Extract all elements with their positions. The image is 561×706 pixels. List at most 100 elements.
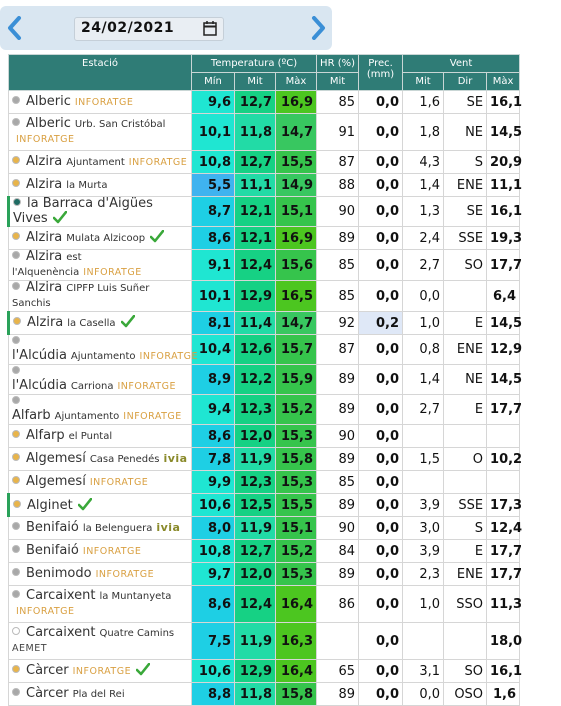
status-dot	[12, 155, 20, 164]
cell-min: 5,5	[191, 173, 235, 197]
cell-wind: 1,0	[402, 585, 445, 623]
station-cell: Carcaixent Quatre Camins AEMET	[8, 622, 192, 660]
cell-max: 15,2	[274, 394, 318, 425]
source-tag: INFORATGE	[117, 381, 176, 392]
cell-dir	[443, 470, 488, 494]
cell-max: 15,3	[274, 424, 318, 448]
cell-hr	[316, 622, 360, 660]
cell-mit: 12,4	[234, 249, 276, 281]
cell-min: 9,1	[191, 249, 235, 281]
cell-hr: 89	[316, 364, 360, 395]
table-body: Alberic INFORATGE 9,6 12,7 16,9 85 0,0 1,6 SE 16,…	[7, 90, 522, 706]
cell-max: 16,4	[274, 585, 318, 623]
check-icon	[149, 229, 165, 243]
station-row: Benimodo INFORATGE 9,7 12,0 15,3 89 0,0 2,3 ENE 1…	[8, 562, 522, 586]
station-cell: Alzira Mulata Alzicoop	[8, 226, 192, 250]
cell-gust: 18,0	[486, 622, 522, 660]
source-tag: INFORATGE	[74, 96, 134, 108]
station-name: Algemesí	[26, 473, 86, 489]
cell-mit: 12,1	[234, 226, 276, 250]
cell-dir: OSO	[443, 682, 488, 706]
cell-hr: 84	[316, 539, 360, 563]
next-day[interactable]	[311, 16, 327, 40]
status-dot	[12, 118, 20, 126]
cell-min: 10,6	[191, 493, 235, 517]
cell-hr: 92	[316, 311, 360, 335]
calendar-icon[interactable]	[203, 21, 217, 36]
cell-min: 10,6	[191, 659, 235, 683]
cell-min: 7,5	[191, 622, 235, 660]
cell-max: 16,9	[274, 226, 318, 250]
cell-wind: 3,9	[402, 493, 445, 517]
cell-max: 14,9	[274, 173, 318, 197]
cell-min: 9,9	[191, 470, 235, 494]
cell-hr: 86	[316, 585, 360, 623]
station-cell: Càrcer Pla del Rei	[8, 682, 192, 706]
cell-min: 8,7	[191, 196, 235, 227]
cell-min: 8,1	[191, 311, 235, 335]
cell-max: 15,3	[274, 562, 318, 586]
station-cell: Càrcer INFORATGE	[8, 659, 192, 683]
cell-dir	[443, 622, 488, 660]
cell-wind: 1,3	[402, 196, 445, 227]
cell-gust: 6,4	[486, 280, 521, 312]
station-row: Alzira la Murta 5,5 11,1 14,9 88 0,0 1,4 ENE 11,1	[8, 173, 522, 197]
station-row: Alzira la Casella 8,1 11,4 14,7 92 0,2 1,0 E 14,5	[7, 311, 522, 335]
cell-hr: 91	[316, 113, 360, 151]
cell-prec: 0,0	[358, 150, 404, 174]
station-cell: Algemesí Casa Penedés ivia	[8, 447, 192, 471]
station-name: Càrcer	[26, 685, 69, 701]
station-row: Alzira Mulata Alzicoop 8,6 12,1 16,9 89 0,0 2,4…	[8, 226, 522, 250]
station-name: Alzira	[26, 176, 63, 192]
station-row: l'Alcúdia Ajuntamento INFORATGE 10,4 12,6 15,…	[8, 334, 522, 365]
cell-mit: 11,9	[234, 622, 276, 660]
cell-max: 15,8	[274, 447, 318, 471]
cell-prec: 0,0	[358, 622, 404, 660]
prev-day[interactable]	[6, 16, 22, 40]
cell-gust: 10,2	[486, 447, 522, 471]
cell-prec: 0,0	[358, 394, 404, 425]
station-name: l'Alcúdia	[12, 378, 67, 393]
station-place: la Murta	[66, 179, 108, 191]
station-place: Casa Penedés	[89, 453, 160, 465]
cell-prec: 0,0	[358, 424, 404, 448]
station-place: Ajuntamento	[70, 351, 136, 362]
check-icon	[120, 314, 135, 328]
cell-mit: 12,7	[234, 90, 276, 114]
station-name: Càrcer	[26, 663, 69, 678]
cell-min: 10,8	[191, 539, 235, 563]
cell-wind	[402, 622, 445, 660]
cell-hr: 90	[316, 196, 360, 227]
station-row: Càrcer Pla del Rei 8,8 11,8 15,8 89 0,0 0,0 OSO 1…	[8, 682, 521, 706]
cell-dir: ENE	[443, 334, 488, 365]
cell-mit: 11,9	[234, 447, 276, 471]
status-dot	[12, 282, 20, 290]
cell-wind: 4,3	[402, 150, 445, 174]
cell-prec: 0,0	[358, 539, 404, 563]
cell-prec: 0,0	[358, 173, 404, 197]
source-tag: INFORATGE	[16, 606, 75, 617]
cell-max: 15,9	[274, 364, 318, 395]
cell-dir: S	[443, 150, 488, 174]
cell-wind	[402, 470, 445, 494]
station-name: Alzira	[26, 230, 63, 245]
station-name: Alfarb	[12, 408, 51, 423]
source-tag: INFORATGE	[16, 134, 75, 145]
cell-prec: 0,0	[358, 682, 404, 706]
status-dot	[12, 521, 20, 530]
cell-gust: 14,5	[486, 113, 522, 151]
cell-hr: 87	[316, 150, 360, 174]
cell-dir: ENE	[443, 173, 488, 197]
station-row: Alfarp el Puntal 8,6 12,0 15,3 90 0,0	[8, 424, 521, 448]
status-dot	[12, 590, 20, 598]
station-cell: Algemesí INFORATGE	[8, 470, 192, 494]
cell-min: 9,4	[191, 394, 235, 425]
check-icon	[52, 210, 67, 224]
cell-wind: 1,5	[402, 447, 445, 471]
date-input[interactable]: 24/02/2021	[74, 17, 224, 41]
status-dot	[12, 687, 20, 696]
cell-dir: SSE	[443, 226, 488, 250]
cell-gust: 14,5	[486, 311, 522, 335]
cell-min: 8,8	[191, 682, 235, 706]
station-name: la Barraca d'Aigües Vives	[13, 196, 153, 226]
